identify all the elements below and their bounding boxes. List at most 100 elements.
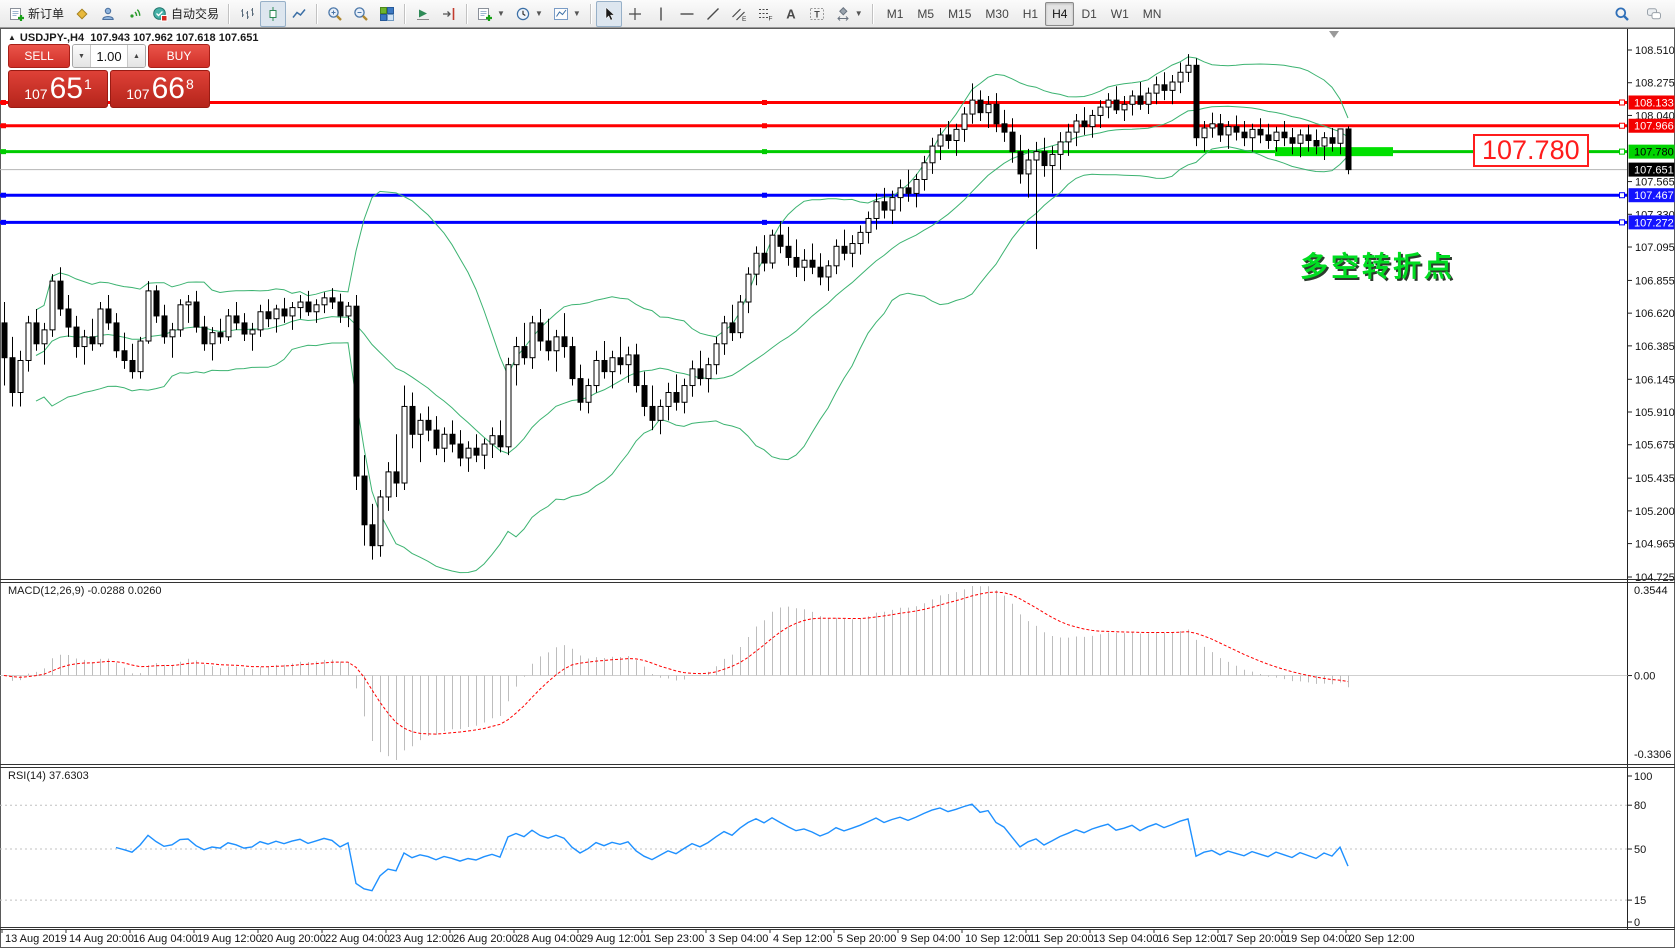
timeframe-m1-button[interactable]: M1: [886, 6, 904, 21]
tile-windows-button[interactable]: [374, 1, 400, 27]
price-level-label-box[interactable]: 107.780: [1473, 134, 1589, 167]
svg-text:-0.3306: -0.3306: [1634, 749, 1671, 761]
timeframe-toolbar: M1 M5 M15 M30 H1 H4 D1 W1 MN: [880, 1, 1169, 26]
candlestick-chart-button[interactable]: [260, 0, 287, 27]
hline-objects[interactable]: [0, 99, 1628, 226]
zoom-out-button[interactable]: [348, 1, 374, 27]
volume-value[interactable]: 1.00: [96, 48, 122, 64]
shapes-button[interactable]: ▼: [830, 1, 868, 27]
text-label-button[interactable]: T: [804, 1, 830, 27]
market-watch-icon: [74, 6, 90, 22]
vertical-line-button[interactable]: [648, 1, 674, 27]
line-chart-button[interactable]: [286, 1, 312, 27]
timeframe-m15-button[interactable]: M15: [948, 6, 972, 21]
hline-left-handle[interactable]: [1, 219, 6, 225]
hline-right-handle[interactable]: [1619, 99, 1625, 106]
rsi-line: [115, 803, 1349, 892]
toolbar-separator: [228, 3, 231, 24]
templates-button[interactable]: ▼: [548, 1, 586, 27]
one-click-trading-panel: SELL ▼ 1.00 ▲ BUY 107 65 1 107 66 8: [8, 44, 210, 108]
hline-left-handle[interactable]: [1, 192, 6, 198]
volume-increase-button[interactable]: ▲: [127, 45, 145, 67]
price-badge-108.133: 108.133: [1628, 95, 1675, 110]
hline-right-handle[interactable]: [1619, 219, 1625, 226]
svg-text:9 Sep 04:00: 9 Sep 04:00: [901, 933, 960, 945]
profile-button[interactable]: [95, 1, 121, 27]
hline-right-handle[interactable]: [1619, 148, 1625, 155]
crosshair-button[interactable]: [622, 1, 648, 27]
timeframe-w1-button[interactable]: W1: [1110, 6, 1129, 21]
hline-left-handle[interactable]: [1, 123, 6, 129]
horizontal-line-button[interactable]: [674, 1, 700, 27]
equidistant-channel-button[interactable]: E: [726, 1, 752, 27]
sell-price-pips: 65: [49, 72, 83, 105]
sell-price-button[interactable]: 107 65 1: [8, 70, 108, 108]
buy-price-button[interactable]: 107 66 8: [110, 70, 210, 108]
collapse-marker-icon[interactable]: ▲: [8, 33, 16, 42]
hline-right-handle[interactable]: [1619, 122, 1625, 129]
templates-dropdown-arrow-icon[interactable]: ▼: [572, 9, 581, 18]
community-chat-icon: [1646, 6, 1662, 22]
market-watch-button[interactable]: [69, 1, 95, 27]
svg-text:107.780: 107.780: [1634, 147, 1674, 159]
signal-icon: [126, 6, 142, 22]
timeframe-h4-button[interactable]: H4: [1045, 1, 1075, 26]
svg-text:13 Aug 2019: 13 Aug 2019: [5, 933, 67, 945]
periods-dropdown-arrow-icon[interactable]: ▼: [534, 9, 543, 18]
chart-shift-icon: [441, 6, 457, 22]
svg-text:13 Sep 04:00: 13 Sep 04:00: [1093, 933, 1158, 945]
zoom-in-button[interactable]: [322, 1, 348, 27]
svg-text:100: 100: [1634, 771, 1652, 783]
crosshair-icon: [627, 6, 643, 22]
svg-text:16 Aug 04:00: 16 Aug 04:00: [133, 933, 198, 945]
hline-center-handle[interactable]: [762, 219, 767, 225]
fibonacci-button[interactable]: F: [752, 1, 778, 27]
trendline-icon: [705, 6, 721, 22]
timeframe-m30-button[interactable]: M30: [985, 6, 1009, 21]
signal-button[interactable]: [121, 1, 147, 27]
hline-center-handle[interactable]: [762, 123, 767, 129]
svg-text:20 Aug 20:00: 20 Aug 20:00: [261, 933, 326, 945]
timeframe-h1-button[interactable]: H1: [1022, 6, 1039, 21]
hline-highlight-segment[interactable]: [1275, 147, 1393, 157]
hline-center-handle[interactable]: [762, 149, 767, 155]
periods-button[interactable]: ▼: [510, 1, 548, 27]
cursor-button[interactable]: [595, 0, 622, 27]
trendline-button[interactable]: [700, 1, 726, 27]
hline-right-handle[interactable]: [1619, 192, 1625, 199]
sell-button[interactable]: SELL: [8, 44, 70, 68]
community-chat-button[interactable]: [1641, 1, 1667, 27]
chart-annotation-text[interactable]: 多空转折点: [1300, 251, 1456, 282]
volume-stepper[interactable]: ▼ 1.00 ▲: [72, 44, 146, 68]
shapes-dropdown-arrow-icon[interactable]: ▼: [854, 9, 863, 18]
timeframe-m5-button[interactable]: M5: [917, 6, 935, 21]
svg-text:19 Aug 12:00: 19 Aug 12:00: [197, 933, 262, 945]
svg-text:105.675: 105.675: [1635, 440, 1675, 452]
volume-decrease-button[interactable]: ▼: [73, 45, 91, 67]
hline-center-handle[interactable]: [762, 99, 767, 105]
buy-button[interactable]: BUY: [148, 44, 210, 68]
svg-text:15: 15: [1634, 895, 1646, 907]
hline-left-handle[interactable]: [1, 149, 6, 155]
auto-trading-button[interactable]: 自动交易: [147, 1, 224, 27]
hline-center-handle[interactable]: [762, 192, 767, 198]
hline-left-handle[interactable]: [1, 99, 6, 105]
price-badge-107.272: 107.272: [1628, 215, 1675, 230]
chart-shift-marker-icon[interactable]: [1329, 31, 1339, 38]
bar-chart-button[interactable]: [234, 1, 260, 27]
toolbar-separator: [871, 3, 874, 24]
new-order-icon: [9, 6, 25, 22]
new-order-button[interactable]: 新订单: [4, 1, 69, 27]
svg-text:5 Sep 20:00: 5 Sep 20:00: [837, 933, 896, 945]
auto-scroll-button[interactable]: [410, 1, 436, 27]
timeframe-mn-button[interactable]: MN: [1142, 6, 1162, 21]
svg-text:105.435: 105.435: [1635, 473, 1675, 485]
price-badge-107.467: 107.467: [1628, 188, 1675, 203]
timeframe-d1-button[interactable]: D1: [1081, 6, 1097, 21]
chart-shift-button[interactable]: [436, 1, 462, 27]
search-button[interactable]: [1609, 1, 1635, 27]
text-button[interactable]: A: [778, 1, 804, 27]
new-chart-button[interactable]: ▼: [472, 1, 510, 27]
new-chart-dropdown-arrow-icon[interactable]: ▼: [497, 9, 505, 18]
